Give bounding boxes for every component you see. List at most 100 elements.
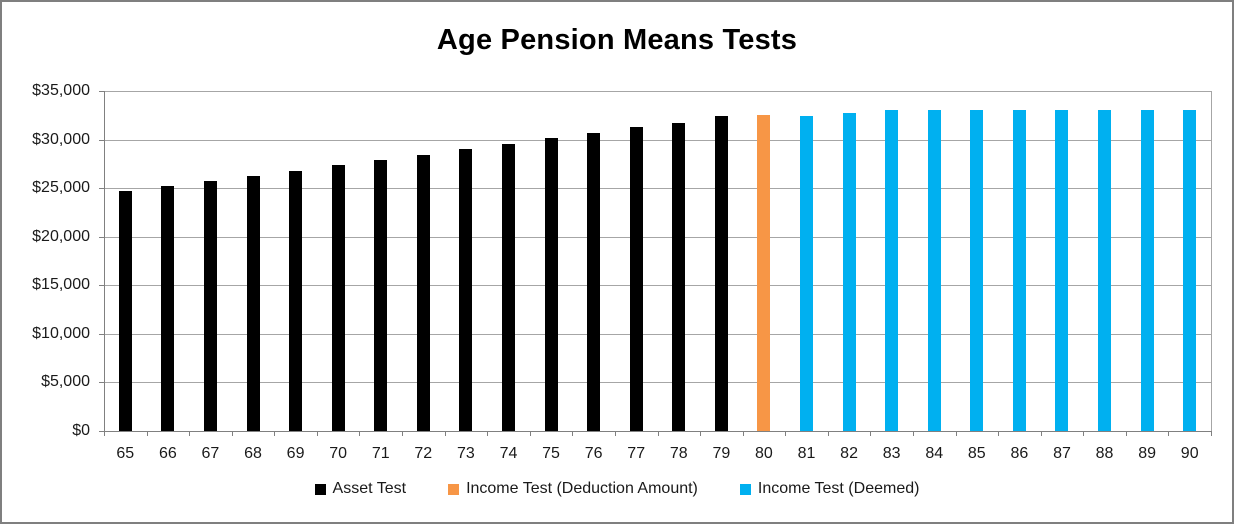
x-axis-label: 84 — [925, 445, 944, 462]
bar-81 — [800, 116, 814, 431]
x-axis-label: 77 — [627, 445, 646, 462]
gridline-5000 — [104, 382, 1211, 383]
x-tick-24 — [1126, 432, 1127, 436]
x-axis-label: 89 — [1138, 445, 1157, 462]
gridline-30000 — [104, 140, 1211, 141]
y-axis-label: $20,000 — [32, 227, 90, 245]
y-tick-0 — [99, 431, 105, 432]
x-tick-9 — [487, 432, 488, 436]
bar-79 — [714, 116, 728, 431]
x-axis-label: 78 — [669, 445, 688, 462]
x-tick-20 — [956, 432, 957, 436]
x-axis-label: 70 — [329, 445, 348, 462]
gridline-15000 — [104, 285, 1211, 286]
x-axis-label: 88 — [1095, 445, 1114, 462]
bar-69 — [289, 170, 303, 431]
legend-item-2: Income Test (Deduction Amount) — [448, 480, 698, 498]
x-axis-label: 90 — [1180, 445, 1199, 462]
y-tick-30000 — [99, 140, 105, 141]
x-axis-label: 75 — [542, 445, 560, 462]
x-tick-15 — [743, 432, 744, 436]
legend-item-1: Asset Test — [314, 480, 407, 498]
x-tick-4 — [274, 432, 275, 436]
x-axis-label: 87 — [1053, 445, 1071, 462]
x-tick-17 — [828, 432, 829, 436]
x-tick-12 — [615, 432, 616, 436]
bar-86 — [1012, 110, 1026, 431]
x-axis-label: 71 — [371, 445, 390, 462]
bar-78 — [672, 122, 686, 431]
bar-83 — [885, 110, 899, 431]
x-axis-label: 69 — [286, 445, 305, 462]
x-tick-18 — [870, 432, 871, 436]
y-axis-label: $25,000 — [32, 179, 90, 197]
gridline-25000 — [104, 188, 1211, 189]
bar-80 — [757, 115, 771, 431]
bar-73 — [459, 148, 473, 431]
x-axis-label: 83 — [882, 445, 901, 462]
x-axis-label: 67 — [201, 445, 220, 462]
x-tick-0 — [104, 432, 105, 436]
plot-right-border — [1211, 91, 1212, 431]
bar-71 — [374, 159, 388, 431]
bar-85 — [970, 110, 984, 431]
bar-68 — [246, 176, 260, 431]
bar-66 — [161, 185, 175, 431]
x-axis-label: 74 — [499, 445, 518, 462]
x-axis-label: 65 — [116, 445, 135, 462]
legend-label: Income Test (Deemed) — [757, 480, 920, 497]
x-tick-8 — [445, 432, 446, 436]
x-axis-label: 72 — [414, 445, 433, 462]
bar-74 — [501, 143, 515, 431]
x-tick-1 — [147, 432, 148, 436]
bar-67 — [203, 180, 217, 431]
chart-title: Age Pension Means Tests — [436, 24, 798, 56]
bar-72 — [416, 154, 430, 431]
gridline-35000 — [104, 91, 1211, 92]
gridline-10000 — [104, 334, 1211, 335]
x-axis-label: 66 — [158, 445, 177, 462]
legend-swatch-icon — [314, 483, 326, 495]
bar-82 — [842, 112, 856, 431]
x-axis-label: 73 — [456, 445, 475, 462]
x-tick-26 — [1211, 432, 1212, 436]
bar-89 — [1140, 110, 1154, 431]
legend: Asset Test Income Test (Deduction Amount)… — [2, 480, 1232, 498]
legend-label: Asset Test — [332, 480, 407, 497]
y-axis-label: $35,000 — [32, 82, 90, 99]
legend-label: Income Test (Deduction Amount) — [466, 480, 698, 497]
bar-84 — [927, 110, 941, 431]
y-tick-10000 — [99, 334, 105, 335]
x-axis-label: 86 — [1010, 445, 1029, 462]
x-axis-label: 68 — [244, 445, 262, 462]
x-tick-10 — [530, 432, 531, 436]
x-tick-21 — [998, 432, 999, 436]
bar-77 — [629, 126, 643, 431]
x-tick-11 — [572, 432, 573, 436]
x-tick-3 — [232, 432, 233, 436]
bar-76 — [587, 132, 601, 431]
y-axis-label: $15,000 — [32, 276, 90, 294]
x-axis-label: 85 — [967, 445, 986, 462]
y-tick-35000 — [99, 91, 105, 92]
bar-87 — [1055, 110, 1069, 431]
x-axis-line — [104, 431, 1212, 432]
legend-swatch-icon — [739, 483, 751, 495]
y-axis-line — [104, 91, 105, 432]
x-axis-label: 81 — [797, 445, 816, 462]
y-axis-label: $0 — [72, 422, 90, 439]
plot-area — [104, 91, 1211, 431]
y-axis-label: $5,000 — [41, 373, 90, 391]
y-tick-20000 — [99, 237, 105, 238]
bar-65 — [118, 191, 132, 431]
x-tick-23 — [1083, 432, 1084, 436]
x-axis-label: 79 — [712, 445, 731, 462]
x-tick-6 — [359, 432, 360, 436]
x-axis-label: 80 — [755, 445, 773, 462]
y-tick-25000 — [99, 188, 105, 189]
x-tick-16 — [785, 432, 786, 436]
y-axis-label: $30,000 — [32, 130, 90, 148]
x-tick-5 — [317, 432, 318, 436]
bar-88 — [1098, 110, 1112, 431]
